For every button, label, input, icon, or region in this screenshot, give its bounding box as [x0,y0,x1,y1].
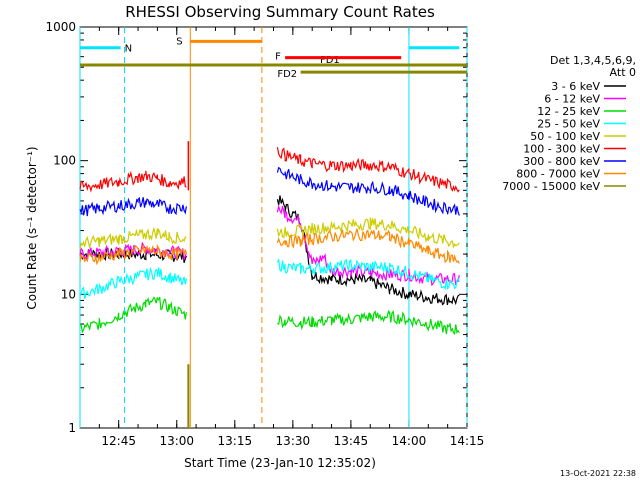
x-tick-label: 12:45 [101,434,136,448]
y-tick-label: 1000 [45,20,76,34]
x-tick-label: 13:15 [218,434,253,448]
night-label: N [125,44,132,55]
y-tick-label: 1 [68,421,76,435]
x-tick-label: 14:00 [392,434,427,448]
legend-label: 25 - 50 keV [537,118,600,131]
plot-area: 1 10 100 1000 12:45 13:00 13:15 13:30 13:45 14:00… [45,20,484,448]
fd2-label: FD2 [277,69,297,80]
saa-label: S [176,36,182,47]
x-tick-label: 13:45 [334,434,369,448]
series-line-2 [79,296,460,336]
series-line-3 [79,257,460,300]
legend-label: 800 - 7000 keV [516,168,600,181]
legend-header: Det 1,3,4,5,6,9, [550,54,636,67]
series-line-5 [79,147,460,193]
fd1-label: FD1 [320,55,340,66]
x-tick-label: 13:30 [276,434,311,448]
flare-label: F [275,52,281,63]
legend-label: 6 - 12 keV [544,93,600,106]
y-axis-label: Count Rate (s⁻¹ detector⁻¹) [25,146,39,309]
legend-header: Att 0 [610,66,636,79]
y-tick-label: 10 [61,287,76,301]
series-line-6 [79,166,460,217]
x-tick-label: 14:15 [450,434,485,448]
series-line-7 [79,228,460,266]
legend-label: 50 - 100 keV [530,130,600,143]
legend-label: 3 - 6 keV [551,80,600,93]
series-line-0 [79,195,460,306]
legend-label: 7000 - 15000 keV [502,180,600,193]
legend-label: 300 - 800 keV [523,155,600,168]
chart-title: RHESSI Observing Summary Count Rates [125,3,435,21]
x-tick-label: 13:00 [159,434,194,448]
legend-label: 100 - 300 keV [523,143,600,156]
x-axis-label: Start Time (23-Jan-10 12:35:02) [184,456,376,470]
y-tick-label: 100 [53,154,76,168]
timestamp: 13-Oct-2021 22:38 [560,469,636,478]
series-line-4 [79,217,460,250]
legend-label: 12 - 25 keV [537,105,600,118]
